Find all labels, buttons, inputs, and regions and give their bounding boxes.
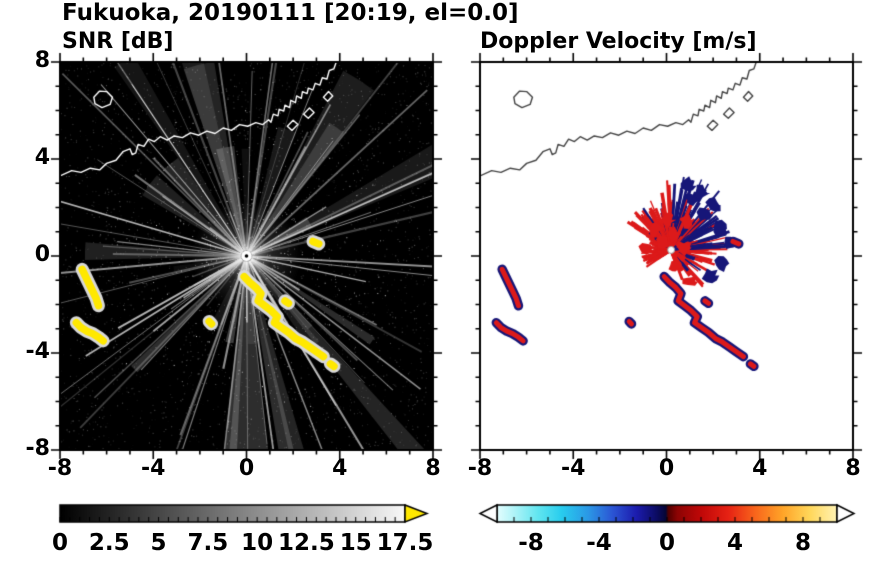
snr-panel-title: SNR [dB] bbox=[62, 29, 174, 54]
doppler-panel-title: Doppler Velocity [m/s] bbox=[480, 29, 757, 54]
page-title: Fukuoka, 20190111 [20:19, el=0.0] bbox=[62, 0, 519, 26]
